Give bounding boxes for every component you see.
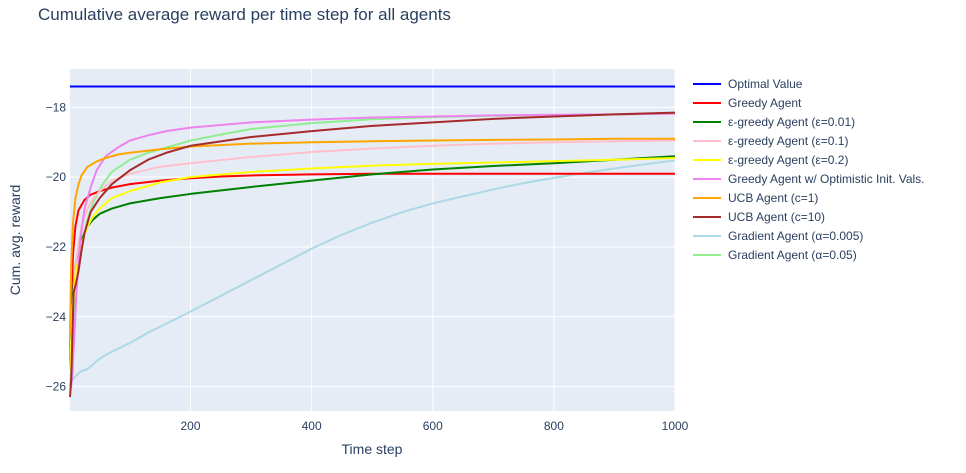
series-line-6: [69, 137, 675, 335]
grid: [70, 69, 676, 411]
legend-label: UCB Agent (c=10): [728, 210, 825, 224]
legend-item[interactable]: ε-greedy Agent (ε=0.01): [693, 115, 855, 129]
legend-item[interactable]: ε-greedy Agent (ε=0.1): [693, 134, 848, 148]
x-tick-label: 200: [180, 419, 200, 433]
legend-item[interactable]: Greedy Agent: [693, 96, 802, 110]
x-tick-label: 400: [302, 419, 322, 433]
series-line-7: [69, 111, 676, 398]
x-tick-label: 1000: [662, 419, 689, 433]
legend-label: ε-greedy Agent (ε=0.1): [728, 134, 848, 148]
x-axis-title: Time step: [342, 441, 403, 457]
plot-area: [70, 69, 675, 411]
legend-item[interactable]: UCB Agent (c=1): [693, 191, 818, 205]
legend-item[interactable]: Optimal Value: [693, 77, 803, 91]
legend-label: Gradient Agent (α=0.005): [728, 229, 863, 243]
chart-title: Cumulative average reward per time step …: [38, 5, 451, 24]
legend-item[interactable]: Gradient Agent (α=0.005): [693, 229, 863, 243]
ticks: 200 400 600 800 1000 −26 −24 −22 −20 −18: [46, 100, 689, 433]
legend-label: Gradient Agent (α=0.05): [728, 248, 857, 262]
legend-label: Greedy Agent w/ Optimistic Init. Vals.: [728, 172, 925, 186]
legend-label: ε-greedy Agent (ε=0.2): [728, 153, 848, 167]
y-tick-label: −24: [46, 310, 67, 324]
legend-label: Greedy Agent: [728, 96, 802, 110]
x-tick-label: 600: [423, 419, 443, 433]
series-line-8: [69, 159, 676, 384]
y-tick-label: −18: [46, 100, 67, 114]
series-line-4: [69, 156, 676, 370]
y-tick-label: −22: [46, 240, 67, 254]
legend-label: UCB Agent (c=1): [728, 191, 818, 205]
y-axis-title: Cum. avg. reward: [7, 185, 23, 295]
series-line-1: [69, 172, 675, 370]
y-tick-label: −20: [46, 170, 67, 184]
legend-item[interactable]: Gradient Agent (α=0.05): [693, 248, 857, 262]
legend-item[interactable]: ε-greedy Agent (ε=0.2): [693, 153, 848, 167]
y-tick-label: −26: [46, 380, 67, 394]
series-layer: [69, 85, 676, 398]
series-line-5: [69, 112, 676, 391]
legend-item[interactable]: UCB Agent (c=10): [693, 210, 825, 224]
x-tick-label: 800: [544, 419, 564, 433]
legend-label: Optimal Value: [728, 77, 803, 91]
series-line-2: [69, 155, 676, 363]
legend-label: ε-greedy Agent (ε=0.01): [728, 115, 855, 129]
legend: Optimal Value Greedy Agent ε-greedy Agent …: [693, 77, 925, 262]
legend-item[interactable]: Greedy Agent w/ Optimistic Init. Vals.: [693, 172, 925, 186]
